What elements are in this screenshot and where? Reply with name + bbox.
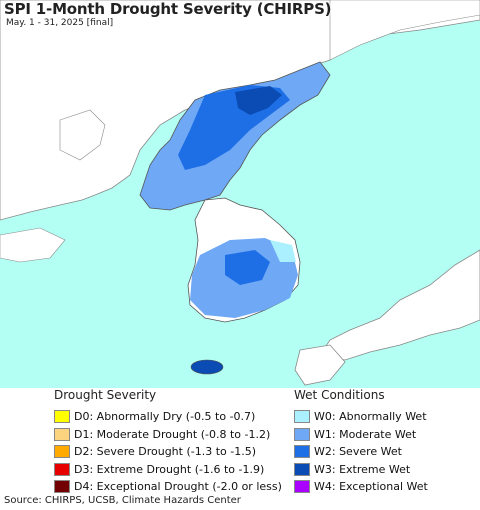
wet-legend: Wet Conditions W0: Abnormally Wet W1: Mo… — [294, 388, 428, 496]
swatch-w1 — [294, 427, 310, 441]
legend-item-w3: W3: Extreme Wet — [294, 461, 428, 479]
shandong-peninsula — [0, 227, 66, 263]
map-subtitle: May. 1 - 31, 2025 [final] — [6, 18, 114, 28]
liaodong-peninsula — [59, 109, 106, 161]
legend-label-w1: W1: Moderate Wet — [314, 427, 417, 441]
swatch-w0 — [294, 410, 310, 424]
legend-item-w0: W0: Abnormally Wet — [294, 408, 428, 426]
swatch-w4 — [294, 480, 310, 494]
wet-legend-title: Wet Conditions — [294, 388, 385, 402]
legend-item-w2: W2: Severe Wet — [294, 443, 428, 461]
legend-label-d1: D1: Moderate Drought (-0.8 to -1.2) — [74, 427, 271, 441]
legend-item-d3: D3: Extreme Drought (-1.6 to -1.9) — [54, 461, 282, 479]
drought-legend-title: Drought Severity — [54, 388, 157, 402]
swatch-w2 — [294, 445, 310, 459]
north-korea-extreme-wet — [235, 86, 282, 115]
swatch-d4 — [54, 480, 70, 494]
legend-label-w3: W3: Extreme Wet — [314, 462, 411, 476]
swatch-w3 — [294, 462, 310, 476]
legend-label-w2: W2: Severe Wet — [314, 445, 402, 459]
legend-item-d2: D2: Severe Drought (-1.3 to -1.5) — [54, 443, 282, 461]
swatch-d0 — [54, 410, 70, 424]
legend-label-d2: D2: Severe Drought (-1.3 to -1.5) — [74, 445, 257, 459]
swatch-d3 — [54, 462, 70, 476]
drought-map — [0, 0, 480, 388]
legend-label-d0: D0: Abnormally Dry (-0.5 to -0.7) — [74, 410, 256, 424]
legend-label-d3: D3: Extreme Drought (-1.6 to -1.9) — [74, 462, 265, 476]
swatch-d1 — [54, 427, 70, 441]
legend-item-d1: D1: Moderate Drought (-0.8 to -1.2) — [54, 426, 282, 444]
russia-coast — [329, 0, 480, 61]
legend-item-w4: W4: Exceptional Wet — [294, 478, 428, 496]
japan-kyushu — [294, 344, 346, 386]
map-title: SPI 1-Month Drought Severity (CHIRPS) — [4, 0, 332, 18]
source-credit: Source: CHIRPS, UCSB, Climate Hazards Ce… — [4, 495, 241, 506]
legend-label-w4: W4: Exceptional Wet — [314, 480, 428, 494]
legend-item-w1: W1: Moderate Wet — [294, 426, 428, 444]
legend-label-d4: D4: Exceptional Drought (-2.0 or less) — [74, 480, 282, 494]
swatch-d2 — [54, 445, 70, 459]
jeju-island — [190, 359, 224, 375]
legend-label-w0: W0: Abnormally Wet — [314, 410, 427, 424]
legend-item-d4: D4: Exceptional Drought (-2.0 or less) — [54, 478, 282, 496]
south-korea-abnormally-wet — [270, 240, 296, 262]
drought-legend: Drought Severity D0: Abnormally Dry (-0.… — [54, 388, 282, 496]
south-korea-severe-wet — [225, 250, 270, 285]
legend-item-d0: D0: Abnormally Dry (-0.5 to -0.7) — [54, 408, 282, 426]
